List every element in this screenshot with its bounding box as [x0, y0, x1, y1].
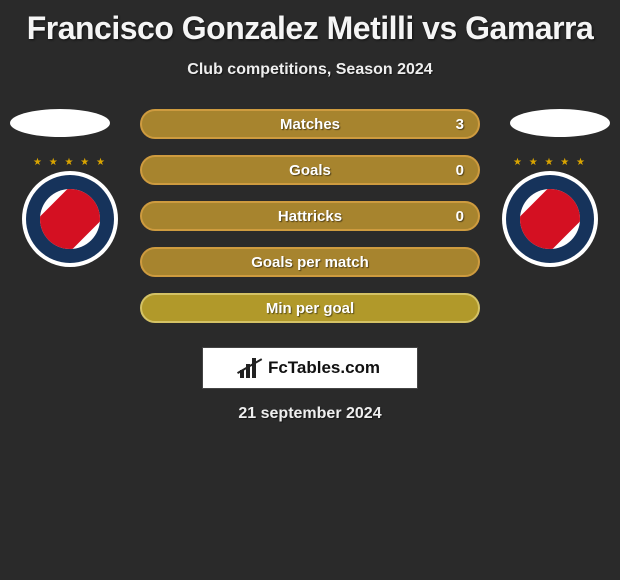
player-left-avatar — [10, 109, 110, 137]
stat-row-goals: Goals 0 — [140, 155, 480, 185]
stat-row-matches: Matches 3 — [140, 109, 480, 139]
stat-label: Min per goal — [266, 300, 354, 317]
stat-row-hattricks: Hattricks 0 — [140, 201, 480, 231]
crest-stars-icon: ★ ★ ★ ★ ★ — [22, 157, 118, 168]
comparison-stage: ★ ★ ★ ★ ★ ★ ★ ★ ★ ★ Matches 3 Goals 0 Ha… — [0, 109, 620, 409]
stat-label: Hattricks — [278, 208, 342, 225]
page-title: Francisco Gonzalez Metilli vs Gamarra — [0, 0, 620, 47]
stat-row-gpm: Goals per match — [140, 247, 480, 277]
stat-label: Matches — [280, 116, 340, 133]
stat-label: Goals per match — [251, 254, 369, 271]
stat-value-right: 0 — [456, 162, 464, 179]
stat-value-right: 0 — [456, 208, 464, 225]
subtitle: Club competitions, Season 2024 — [0, 61, 620, 79]
stat-value-right: 3 — [456, 116, 464, 133]
stat-label: Goals — [289, 162, 331, 179]
brand-box: FcTables.com — [202, 347, 418, 389]
stat-row-mpg: Min per goal — [140, 293, 480, 323]
player-right-avatar — [510, 109, 610, 137]
player-left-crest: ★ ★ ★ ★ ★ — [22, 171, 118, 267]
crest-stars-icon: ★ ★ ★ ★ ★ — [502, 157, 598, 168]
brand-logo-icon — [240, 358, 262, 378]
stat-bars: Matches 3 Goals 0 Hattricks 0 Goals per … — [140, 109, 480, 339]
date-text: 21 september 2024 — [0, 405, 620, 423]
player-right-crest: ★ ★ ★ ★ ★ — [502, 171, 598, 267]
brand-text: FcTables.com — [268, 358, 380, 378]
